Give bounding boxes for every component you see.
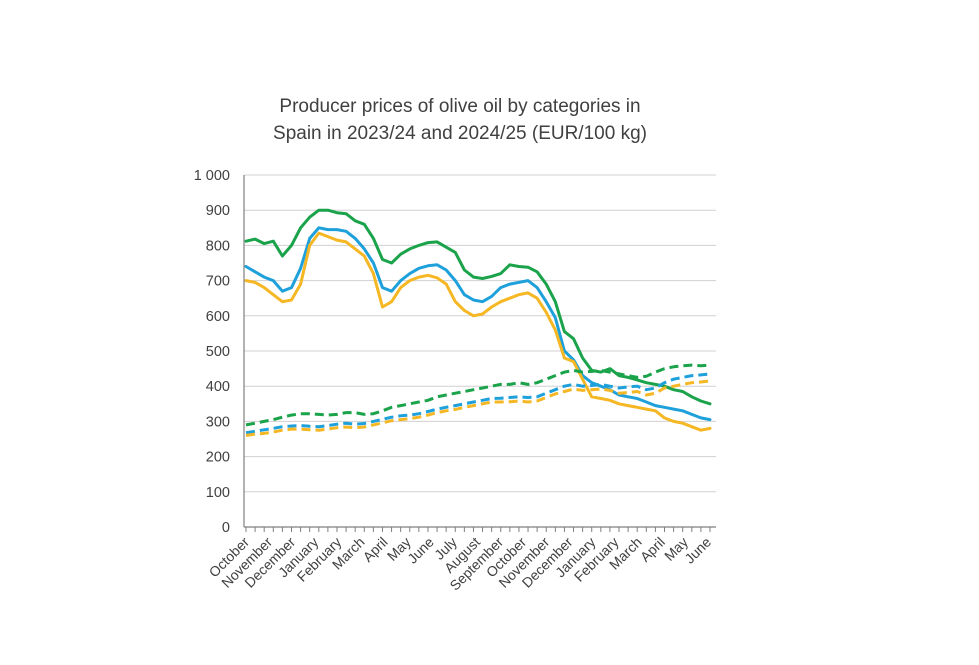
y-tick-label: 800 (206, 238, 230, 254)
x-tick-label: June (681, 534, 714, 567)
chart-title: Producer prices of olive oil by categori… (200, 93, 720, 147)
chart-title-line-2: Spain in 2023/24 and 2024/25 (EUR/100 kg… (273, 123, 647, 144)
series-line-1 (244, 208, 712, 406)
y-tick-labels: 0 100 200 300 400 500 600 700 800 900 1 000 (194, 168, 230, 536)
y-tick-label: 500 (206, 344, 230, 360)
series-line-3 (244, 231, 712, 432)
series-line-6 (245, 379, 711, 437)
y-tick-label: 100 (206, 485, 230, 501)
gridlines (244, 174, 716, 493)
y-tick-label: 600 (206, 309, 230, 325)
series-line-5 (245, 372, 711, 435)
x-tick-labels: OctoberNovemberDecemberJanuaryFebruaryMa… (206, 534, 715, 594)
series-line-4 (245, 363, 711, 427)
series-line-2 (244, 226, 712, 422)
series-lines (244, 208, 712, 437)
chart-title-line-1: Producer prices of olive oil by categori… (279, 96, 641, 117)
axes (243, 175, 716, 532)
y-tick-label: 200 (206, 450, 230, 466)
y-tick-label: 300 (206, 414, 230, 430)
y-tick-label: 1 000 (194, 168, 230, 184)
y-tick-label: 900 (206, 203, 230, 219)
y-tick-label: 400 (206, 379, 230, 395)
y-tick-label: 0 (222, 520, 230, 536)
y-tick-label: 700 (206, 274, 230, 290)
